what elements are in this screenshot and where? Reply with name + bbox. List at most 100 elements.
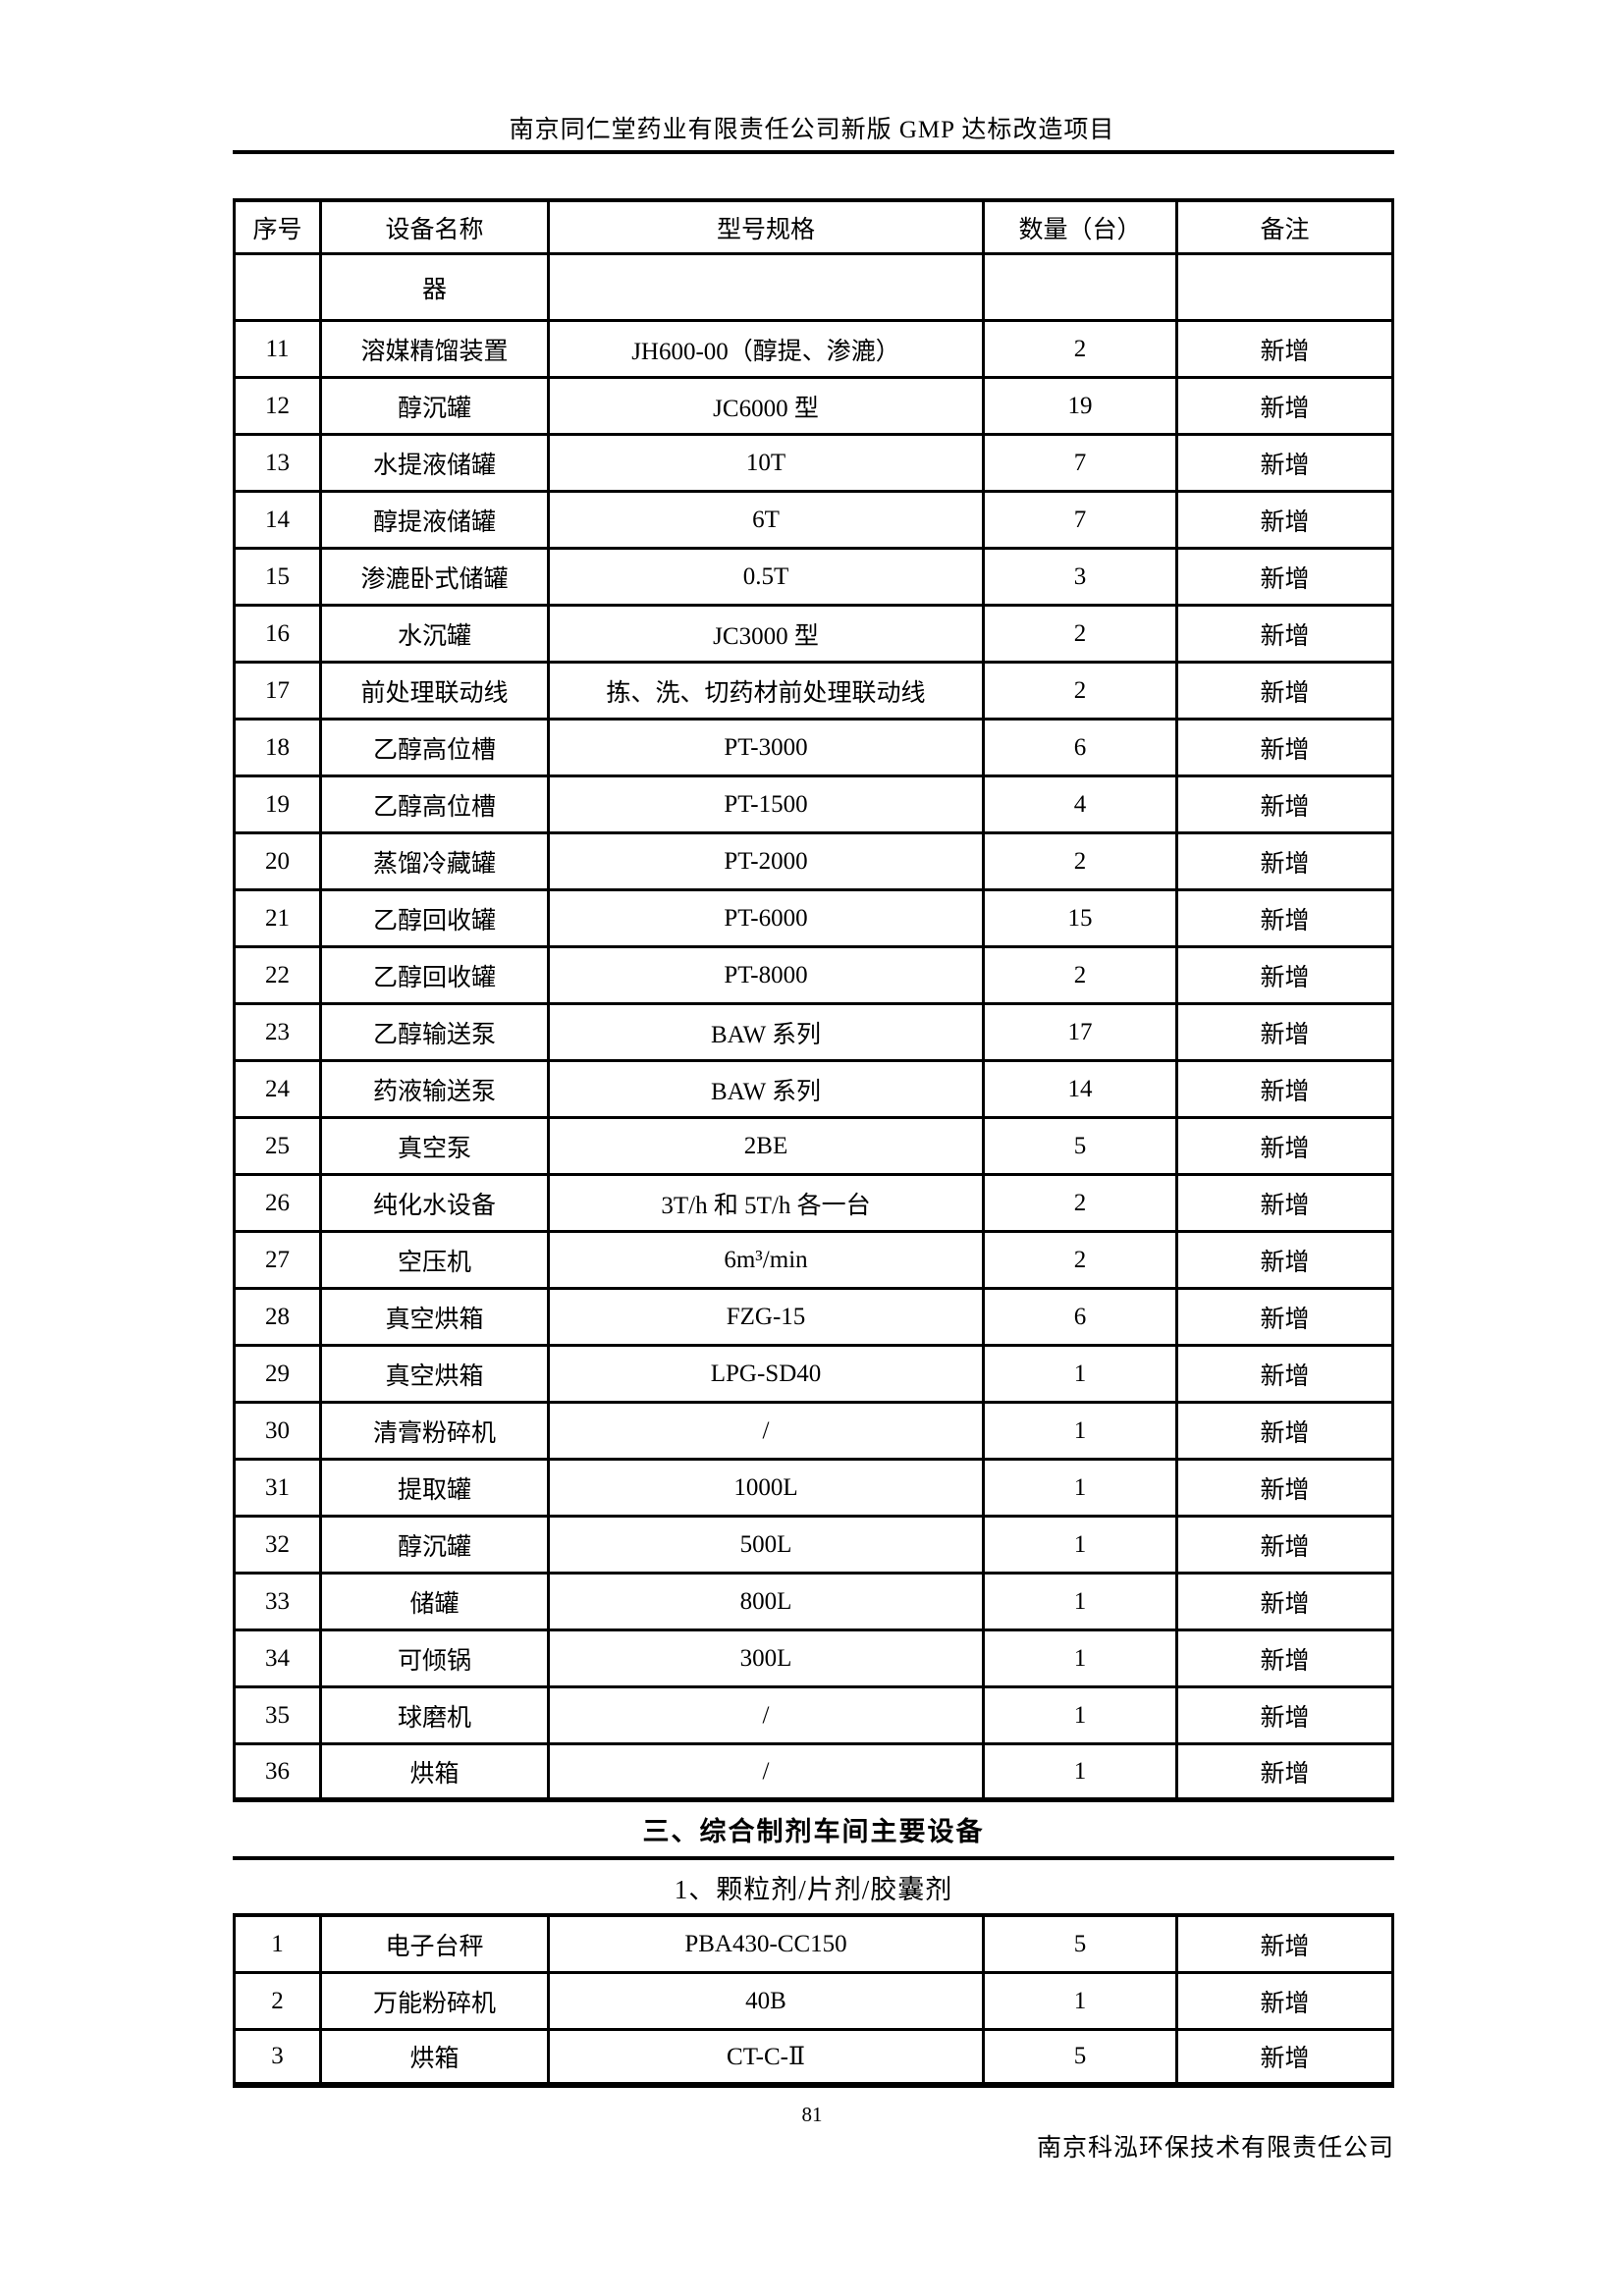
equipment-row: 25 真空泵 2BE 5 新增 [233, 1119, 1394, 1176]
equipment-row: 2 万能粉碎机 40B 1 新增 [233, 1974, 1394, 2031]
note-cell: 新增 [1260, 850, 1310, 878]
note-cell: 新增 [1260, 452, 1310, 479]
name-cell: 空压机 [322, 1233, 550, 1287]
page-number: 81 [801, 2103, 823, 2126]
note-cell: 新增 [1260, 1760, 1310, 1788]
name-cell: 电子台秤 [322, 1917, 550, 1971]
column-header-note: 备注 [1260, 216, 1310, 243]
subsection-title: 1、颗粒剂/片剂/胶囊剂 [674, 1874, 953, 1904]
equipment-row: 33 储罐 800L 1 新增 [233, 1575, 1394, 1631]
seq-cell: 28 [236, 1290, 322, 1344]
qty-cell: 3 [985, 550, 1178, 604]
name-cell: 真空泵 [322, 1119, 550, 1173]
note-cell: 新增 [1260, 1990, 1310, 2017]
equipment-row: 31 提取罐 1000L 1 新增 [233, 1461, 1394, 1518]
model-cell: PBA430-CC150 [550, 1917, 985, 1971]
model-cell [550, 255, 985, 319]
seq-cell: 32 [236, 1518, 322, 1572]
seq-cell [236, 255, 322, 319]
model-cell: 拣、洗、切药材前处理联动线 [550, 664, 985, 718]
seq-cell: 36 [236, 1745, 322, 1797]
model-cell: CT-C-Ⅱ [550, 2031, 985, 2082]
name-cell: 纯化水设备 [322, 1176, 550, 1230]
qty-cell: 1 [985, 1518, 1178, 1572]
note-cell: 新增 [1260, 1021, 1310, 1048]
qty-cell: 5 [985, 1917, 1178, 1971]
column-header-name: 设备名称 [322, 202, 550, 252]
equipment-row: 12 醇沉罐 JC6000 型 19 新增 [233, 379, 1394, 436]
section-title: 三、综合制剂车间主要设备 [642, 1817, 985, 1846]
footer-company: 南京科泓环保技术有限责任公司 [1036, 2135, 1394, 2162]
seq-cell: 16 [236, 607, 322, 661]
model-cell: PT-3000 [550, 721, 985, 774]
qty-cell: 6 [985, 721, 1178, 774]
qty-cell: 1 [985, 1745, 1178, 1797]
model-cell: JC3000 型 [550, 607, 985, 661]
name-cell: 乙醇回收罐 [322, 891, 550, 945]
qty-cell: 1 [985, 1974, 1178, 2028]
note-cell: 新增 [1260, 1590, 1310, 1618]
qty-cell: 15 [985, 891, 1178, 945]
qty-cell: 19 [985, 379, 1178, 433]
note-cell [1178, 255, 1391, 319]
equipment-row: 20 蒸馏冷藏罐 PT-2000 2 新增 [233, 834, 1394, 891]
name-cell: 乙醇回收罐 [322, 948, 550, 1002]
seq-cell: 12 [236, 379, 322, 433]
model-cell: 10T [550, 436, 985, 490]
model-cell: PT-2000 [550, 834, 985, 888]
name-cell: 器 [322, 255, 550, 319]
name-cell: 前处理联动线 [322, 664, 550, 718]
seq-cell: 1 [236, 1917, 322, 1971]
qty-cell: 1 [985, 1688, 1178, 1742]
qty-cell: 5 [985, 2031, 1178, 2082]
name-cell: 储罐 [322, 1575, 550, 1629]
seq-cell: 31 [236, 1461, 322, 1515]
qty-cell: 2 [985, 322, 1178, 376]
seq-cell: 25 [236, 1119, 322, 1173]
name-cell: 蒸馏冷藏罐 [322, 834, 550, 888]
model-cell: PT-6000 [550, 891, 985, 945]
qty-cell: 1 [985, 1575, 1178, 1629]
name-cell: 乙醇高位槽 [322, 777, 550, 831]
model-cell: 6m³/min [550, 1233, 985, 1287]
model-cell: JC6000 型 [550, 379, 985, 433]
equipment-row: 23 乙醇输送泵 BAW 系列 17 新增 [233, 1005, 1394, 1062]
name-cell: 渗漉卧式储罐 [322, 550, 550, 604]
seq-cell: 17 [236, 664, 322, 718]
equipment-row: 14 醇提液储罐 6T 7 新增 [233, 493, 1394, 550]
note-cell: 新增 [1260, 1249, 1310, 1276]
seq-cell: 20 [236, 834, 322, 888]
equipment-row: 17 前处理联动线 拣、洗、切药材前处理联动线 2 新增 [233, 664, 1394, 721]
equipment-table: 序号 设备名称 型号规格 数量（台） 备注 器 11 溶媒精馏装置 JH600-00… [233, 198, 1394, 2088]
note-cell: 新增 [1260, 1647, 1310, 1675]
model-cell: PT-8000 [550, 948, 985, 1002]
model-cell: 300L [550, 1631, 985, 1685]
note-cell: 新增 [1260, 793, 1310, 821]
name-cell: 球磨机 [322, 1688, 550, 1742]
equipment-row: 21 乙醇回收罐 PT-6000 15 新增 [233, 891, 1394, 948]
note-cell: 新增 [1260, 736, 1310, 764]
seq-cell: 24 [236, 1062, 322, 1116]
name-cell: 真空烘箱 [322, 1347, 550, 1401]
subsection-title-row: 1、颗粒剂/片剂/胶囊剂 [233, 1860, 1394, 1917]
page-header-title: 南京同仁堂药业有限责任公司新版 GMP 达标改造项目 [509, 117, 1115, 143]
model-cell: 800L [550, 1575, 985, 1629]
name-cell: 烘箱 [322, 2031, 550, 2082]
note-cell: 新增 [1260, 1476, 1310, 1504]
model-cell: 3T/h 和 5T/h 各一台 [550, 1176, 985, 1230]
seq-cell: 35 [236, 1688, 322, 1742]
model-cell: JH600-00（醇提、渗漉） [550, 322, 985, 376]
seq-cell: 22 [236, 948, 322, 1002]
qty-cell: 14 [985, 1062, 1178, 1116]
seq-cell: 19 [236, 777, 322, 831]
name-cell: 醇沉罐 [322, 1518, 550, 1572]
equipment-row: 3 烘箱 CT-C-Ⅱ 5 新增 [233, 2031, 1394, 2088]
model-cell: / [550, 1688, 985, 1742]
qty-cell [985, 255, 1178, 319]
name-cell: 溶媒精馏装置 [322, 322, 550, 376]
note-cell: 新增 [1260, 565, 1310, 593]
equipment-row: 18 乙醇高位槽 PT-3000 6 新增 [233, 721, 1394, 777]
seq-cell: 26 [236, 1176, 322, 1230]
qty-cell: 4 [985, 777, 1178, 831]
